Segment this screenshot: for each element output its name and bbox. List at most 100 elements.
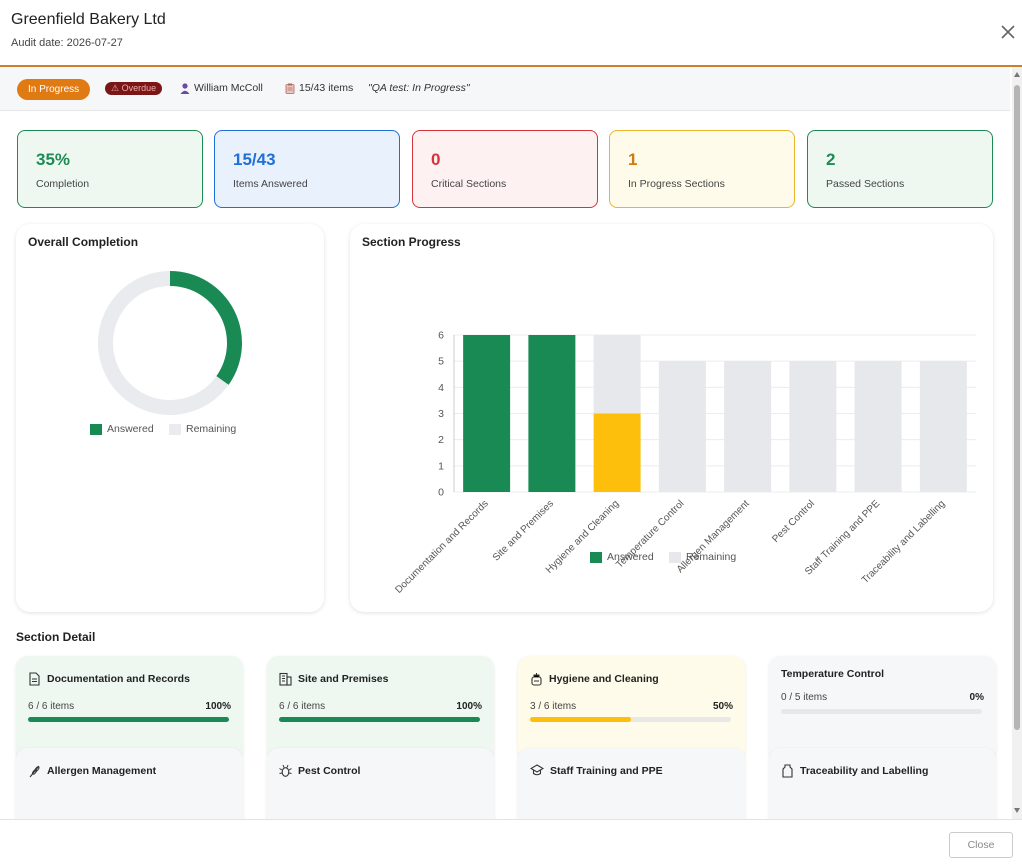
spray-icon <box>530 672 543 686</box>
scroll-down-arrow[interactable] <box>1014 808 1020 813</box>
close-button[interactable]: Close <box>949 832 1013 858</box>
legend-remaining-label: Remaining <box>186 423 237 435</box>
legend-remaining: Remaining <box>169 423 236 435</box>
clipboard-icon <box>285 83 295 94</box>
section-card-name: Staff Training and PPE <box>550 764 663 777</box>
section-card-name: Traceability and Labelling <box>800 765 929 777</box>
bug-icon <box>279 764 292 778</box>
section-card-percent: 100% <box>205 701 231 712</box>
tag-icon <box>781 764 794 778</box>
section-card-name: Temperature Control <box>781 668 885 680</box>
stat-value: 15/43 <box>233 150 276 169</box>
assignee: William McColl <box>180 82 263 94</box>
y-tick-label: 4 <box>438 382 444 394</box>
modal-title: Greenfield Bakery Ltd <box>11 11 166 28</box>
section-card-name: Allergen Management <box>47 765 157 777</box>
section-card-items: 3 / 6 items <box>530 701 577 712</box>
legend-answered-label: Answered <box>607 551 654 563</box>
bar-answered <box>463 335 511 492</box>
bar-remaining <box>854 361 902 492</box>
section-progress-track <box>530 717 731 722</box>
bar-answered <box>528 335 576 492</box>
status-bar: In Progress ⚠ Overdue William McColl 15/… <box>0 67 1010 111</box>
assignee-name: William McColl <box>194 82 263 94</box>
bar-answered <box>593 413 641 492</box>
section-card-title: Temperature Control <box>781 668 884 680</box>
y-tick-label: 6 <box>438 330 444 342</box>
stat-passed-sections: 2 Passed Sections <box>807 130 993 208</box>
section-card-title: Hygiene and Cleaning <box>530 672 659 686</box>
legend-answered: Answered <box>90 423 154 435</box>
section-detail-title: Section Detail <box>16 630 96 644</box>
overall-completion-panel: Overall Completion Answered Remaining <box>16 224 324 612</box>
section-progress-fill <box>530 717 631 722</box>
section-card[interactable]: Temperature Control 0 / 5 items 0% <box>769 656 996 762</box>
y-tick-label: 5 <box>438 356 444 368</box>
section-card-title: Traceability and Labelling <box>781 764 928 778</box>
section-card[interactable]: Allergen Management <box>16 748 243 819</box>
item-count-label: 15/43 items <box>299 82 354 94</box>
y-tick-label: 3 <box>438 408 444 420</box>
section-card[interactable]: Staff Training and PPE <box>518 748 745 819</box>
x-tick-label: Site and Premises <box>491 498 556 563</box>
overall-completion-title: Overall Completion <box>28 235 139 249</box>
bar-remaining <box>919 361 967 492</box>
section-card-title: Pest Control <box>279 764 360 778</box>
y-tick-label: 1 <box>438 460 444 472</box>
stat-label: In Progress Sections <box>628 178 725 190</box>
scroll-up-arrow[interactable] <box>1014 72 1020 77</box>
item-count: 15/43 items <box>285 82 353 94</box>
section-card-title: Documentation and Records <box>28 672 190 686</box>
section-card-name: Site and Premises <box>298 673 389 685</box>
wheat-icon <box>28 764 41 778</box>
overdue-badge: ⚠ Overdue <box>105 82 163 95</box>
section-card[interactable]: Pest Control <box>267 748 494 819</box>
y-tick-label: 0 <box>438 487 444 499</box>
legend-answered: Answered <box>590 551 654 563</box>
graduation-cap-icon <box>530 764 544 777</box>
x-tick-label: Allergen Management <box>675 498 752 575</box>
legend-remaining: Remaining <box>669 551 736 563</box>
section-card[interactable]: Traceability and Labelling <box>769 748 996 819</box>
section-card[interactable]: Site and Premises 6 / 6 items 100% <box>267 656 494 762</box>
section-card-name: Pest Control <box>298 765 361 777</box>
building-icon <box>279 672 292 686</box>
stat-value: 1 <box>628 150 638 169</box>
section-progress-track <box>781 709 982 714</box>
section-progress-title: Section Progress <box>362 235 461 249</box>
legend-remaining-label: Remaining <box>686 551 737 563</box>
section-card-percent: 0% <box>969 692 984 703</box>
stat-value: 35% <box>36 150 71 169</box>
x-tick-label: Documentation and Records <box>393 498 490 595</box>
section-card[interactable]: Documentation and Records 6 / 6 items 100% <box>16 656 243 762</box>
y-tick-label: 2 <box>438 434 444 446</box>
section-card-title: Allergen Management <box>28 764 156 778</box>
scrollbar[interactable] <box>1012 67 1022 819</box>
stat-value: 0 <box>431 150 441 169</box>
stat-label: Passed Sections <box>826 178 905 190</box>
x-tick-label: Staff Training and PPE <box>803 498 882 577</box>
section-card[interactable]: Hygiene and Cleaning 3 / 6 items 50% <box>518 656 745 762</box>
x-tick-label: Pest Control <box>770 498 817 545</box>
bar-remaining <box>789 361 837 492</box>
stat-in-progress-sections: 1 In Progress Sections <box>609 130 795 208</box>
x-tick-label: Hygiene and Cleaning <box>544 498 621 575</box>
section-progress-track <box>28 717 229 722</box>
legend-swatch-remaining <box>669 551 681 563</box>
modal-footer: Close <box>0 819 1022 865</box>
section-progress-fill <box>28 717 229 722</box>
close-icon[interactable] <box>998 22 1018 42</box>
section-card-title: Site and Premises <box>279 672 388 686</box>
legend-swatch-answered <box>590 551 602 563</box>
stat-label: Completion <box>36 178 90 190</box>
section-progress-track <box>279 717 480 722</box>
scroll-thumb[interactable] <box>1014 85 1020 730</box>
section-card-items: 0 / 5 items <box>781 692 828 703</box>
section-progress-fill <box>279 717 480 722</box>
legend-swatch-answered <box>90 423 102 435</box>
bar-remaining <box>593 335 641 414</box>
section-card-name: Documentation and Records <box>47 673 190 685</box>
legend-answered-label: Answered <box>107 423 154 435</box>
donut-chart <box>98 271 242 415</box>
section-card-name: Hygiene and Cleaning <box>549 673 659 685</box>
